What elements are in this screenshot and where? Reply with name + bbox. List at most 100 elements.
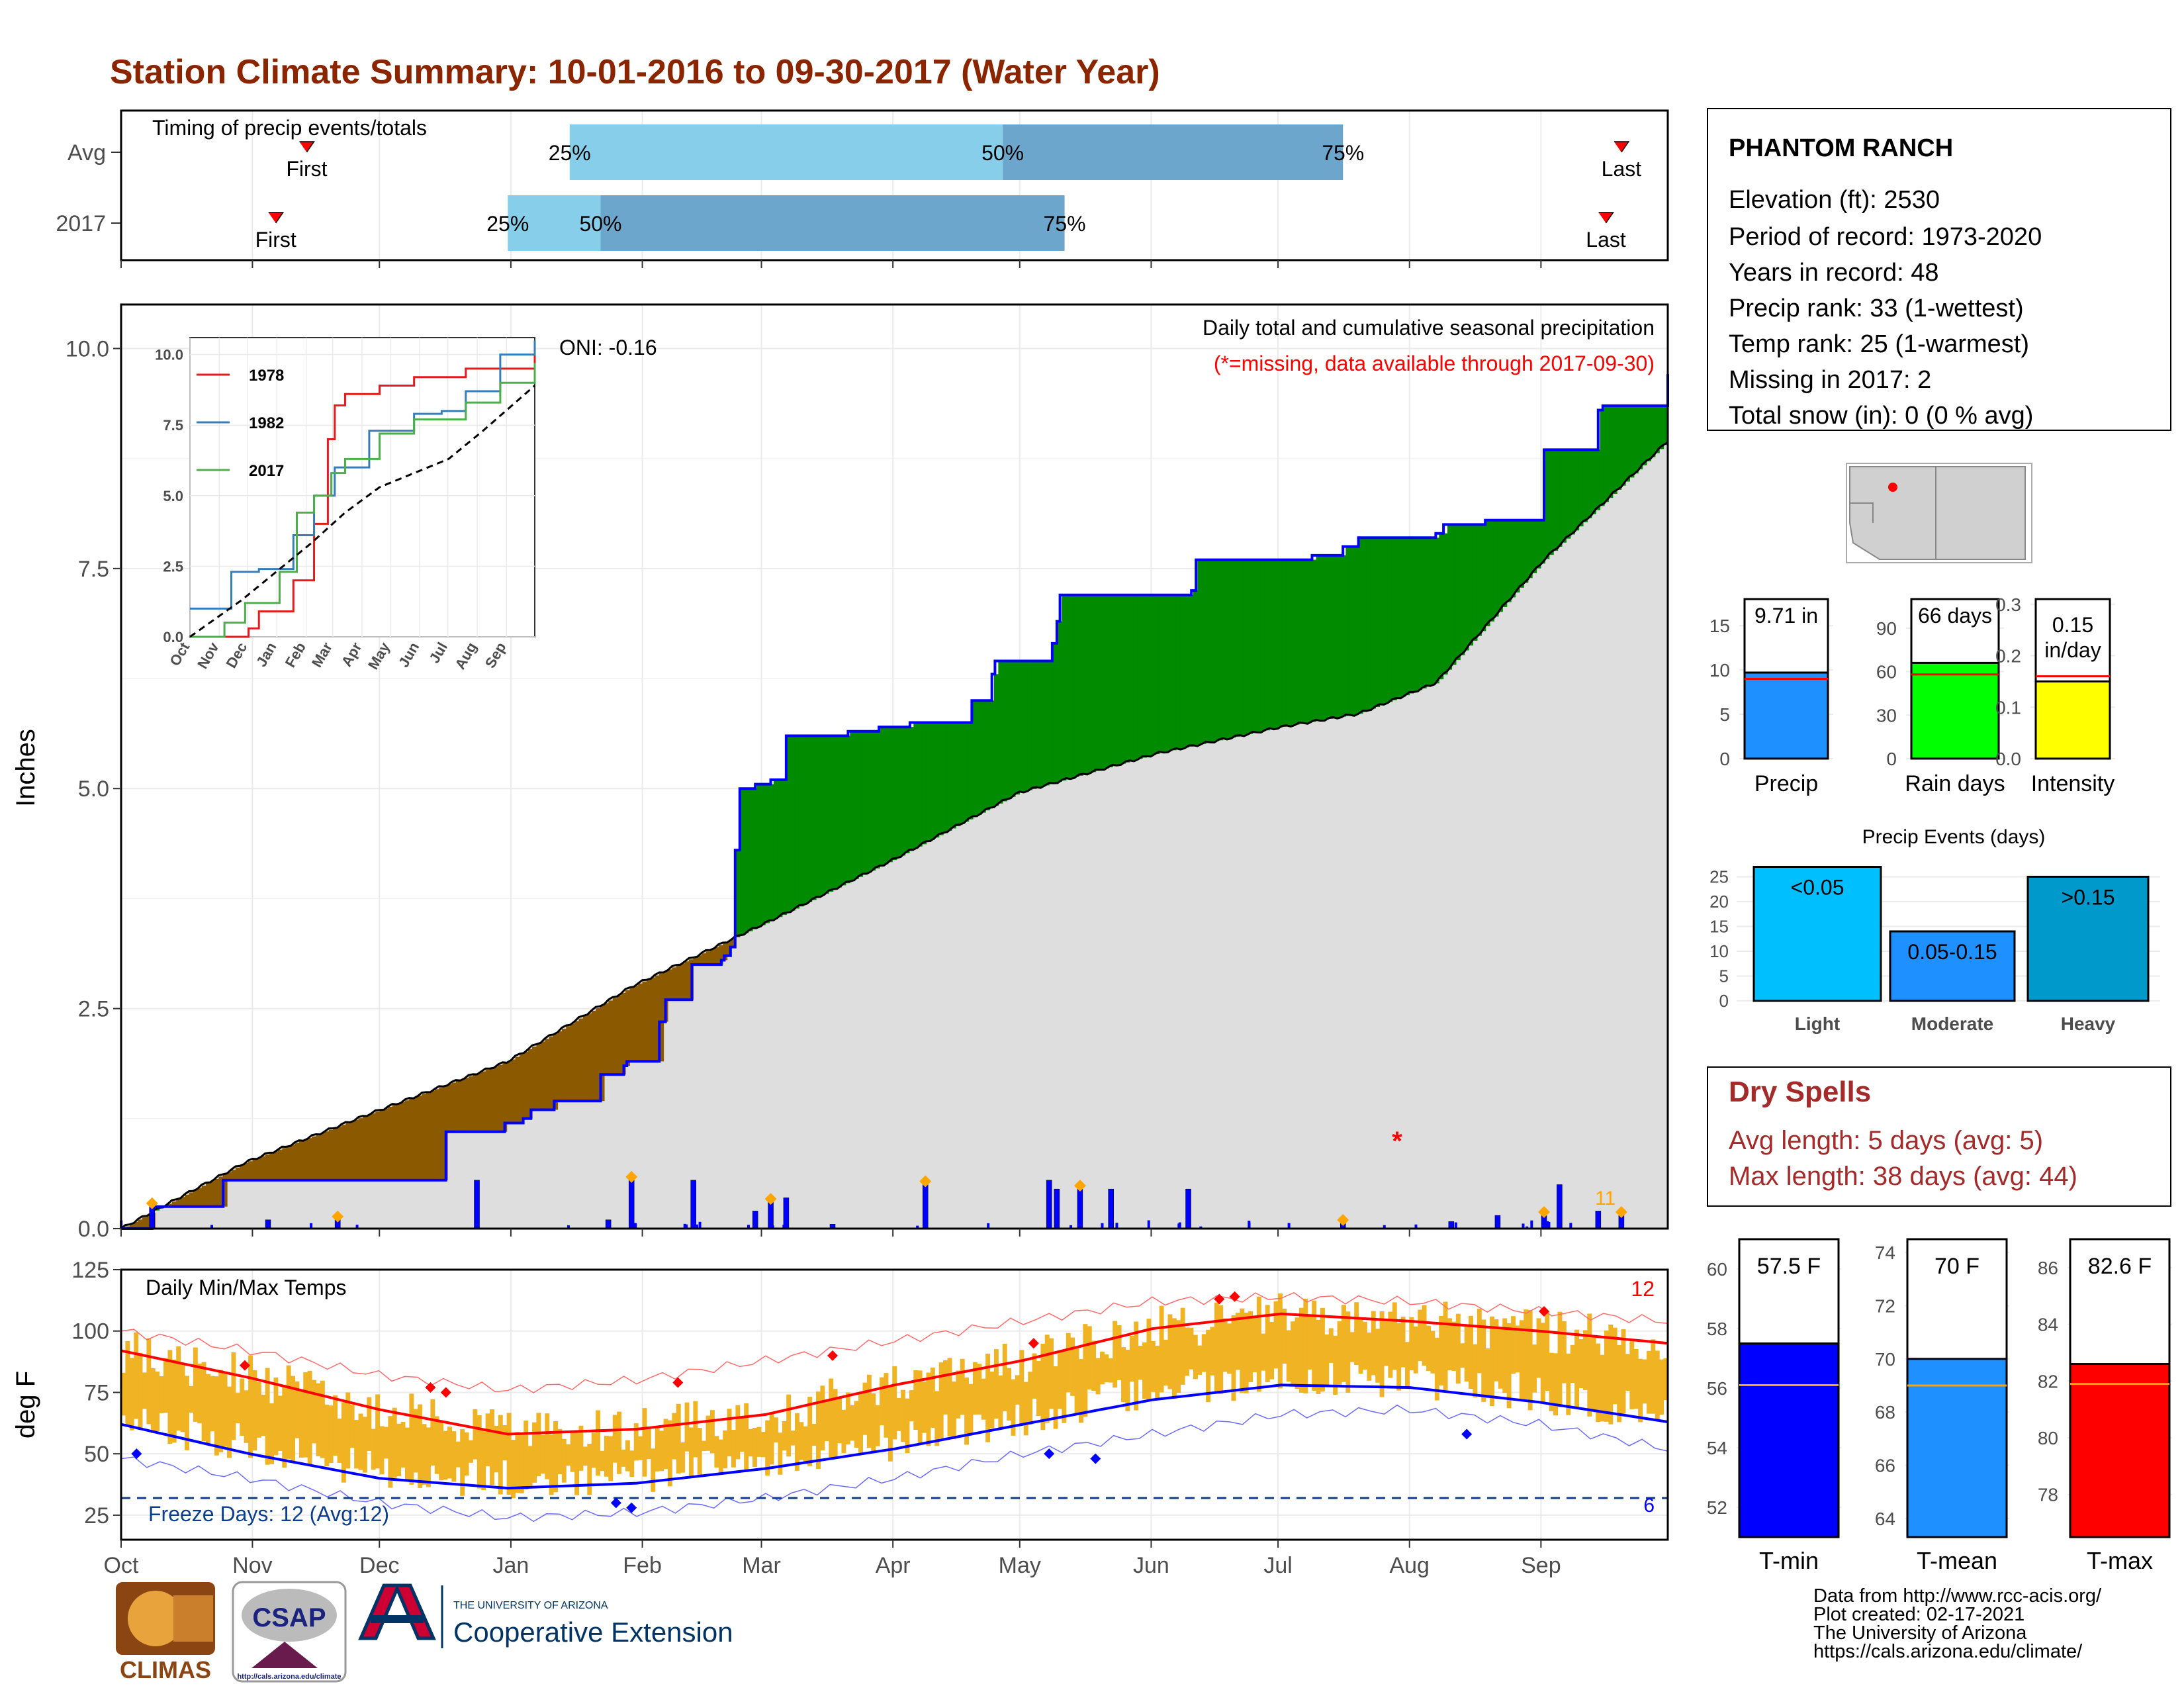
daily-temp-range-bar bbox=[1252, 1316, 1257, 1373]
daily-temp-range-bar bbox=[570, 1432, 575, 1472]
record-high-marker bbox=[440, 1387, 451, 1398]
daily-temp-range-bar bbox=[1485, 1348, 1490, 1399]
above-avg-fill bbox=[1091, 594, 1097, 773]
above-avg-fill bbox=[1062, 594, 1067, 781]
daily-temp-range-bar bbox=[265, 1368, 270, 1465]
daily-temp-range-bar bbox=[1540, 1323, 1545, 1403]
above-avg-fill bbox=[811, 735, 817, 900]
daily-temp-range-bar bbox=[460, 1429, 465, 1496]
above-avg-fill bbox=[816, 735, 821, 898]
daily-temp-range-bar bbox=[1015, 1375, 1020, 1405]
summary-tick-label: 90 bbox=[1876, 618, 1897, 639]
daily-temp-range-bar bbox=[218, 1370, 224, 1452]
daily-temp-range-bar bbox=[1524, 1309, 1529, 1399]
summary-bar-label: Precip bbox=[1754, 771, 1818, 796]
daily-temp-range-bar bbox=[214, 1376, 219, 1456]
above-avg-fill bbox=[795, 735, 800, 909]
daily-temp-range-bar bbox=[1125, 1349, 1130, 1411]
daily-temp-range-bar bbox=[617, 1411, 622, 1474]
above-avg-fill bbox=[1570, 449, 1575, 535]
daily-temp-range-bar bbox=[1163, 1339, 1168, 1386]
below-avg-fill bbox=[582, 1015, 588, 1102]
temp-summary-value-label: 82.6 F bbox=[2088, 1254, 2152, 1279]
above-avg-fill bbox=[1574, 449, 1580, 531]
above-avg-fill bbox=[1167, 594, 1173, 751]
timing-bar-50-75 bbox=[600, 195, 1065, 251]
daily-temp-range-bar bbox=[1291, 1321, 1296, 1386]
daily-temp-range-bar bbox=[829, 1378, 834, 1460]
daily-temp-range-bar bbox=[693, 1401, 698, 1458]
below-avg-fill bbox=[422, 1094, 427, 1180]
inset-series-line bbox=[189, 385, 535, 638]
above-avg-fill bbox=[1494, 520, 1499, 617]
daily-temp-range-bar bbox=[1388, 1311, 1393, 1378]
daily-temp-range-bar bbox=[295, 1381, 300, 1438]
daily-temp-range-bar bbox=[1604, 1331, 1609, 1422]
daily-temp-range-bar bbox=[1582, 1330, 1588, 1390]
above-avg-fill bbox=[1328, 555, 1334, 719]
inset-legend-label: 1982 bbox=[249, 414, 284, 432]
daily-temp-range-bar bbox=[866, 1374, 872, 1448]
below-avg-fill bbox=[502, 1063, 508, 1132]
temp-summary-tick-label: 58 bbox=[1707, 1319, 1727, 1339]
summary-bar-value bbox=[1743, 671, 1829, 760]
above-avg-fill bbox=[1363, 538, 1368, 712]
daily-temp-range-bar bbox=[1312, 1300, 1317, 1391]
above-avg-fill bbox=[1561, 449, 1567, 543]
above-avg-fill bbox=[981, 700, 986, 813]
precip-ytick-label: 0.0 bbox=[78, 1217, 109, 1242]
temp-summary-bar-value bbox=[2069, 1363, 2171, 1538]
summary-bar-panel: 0 5 10 15 9.71 in Precip bbox=[1709, 598, 1833, 796]
above-avg-fill bbox=[1587, 449, 1592, 518]
daily-temp-range-bar bbox=[1409, 1317, 1414, 1371]
station-line: Period of record: 1973-2020 bbox=[1729, 223, 2042, 251]
above-avg-fill bbox=[1481, 524, 1486, 632]
daily-temp-range-bar bbox=[426, 1427, 431, 1487]
daily-precip-bar bbox=[265, 1219, 271, 1229]
daily-precip-bar bbox=[987, 1223, 990, 1229]
above-avg-fill bbox=[1007, 661, 1012, 800]
daily-precip-bar bbox=[355, 1225, 359, 1229]
daily-temp-range-bar bbox=[371, 1429, 376, 1470]
below-avg-fill bbox=[549, 1036, 554, 1110]
above-avg-fill bbox=[778, 779, 783, 917]
above-avg-fill bbox=[1629, 405, 1635, 478]
above-avg-fill bbox=[887, 727, 893, 863]
above-avg-fill bbox=[1316, 555, 1321, 722]
daily-temp-range-bar bbox=[1608, 1324, 1614, 1425]
above-avg-fill bbox=[1011, 661, 1016, 797]
above-avg-fill bbox=[1600, 410, 1605, 506]
month-label: Sep bbox=[1521, 1553, 1561, 1578]
below-avg-fill bbox=[129, 1224, 134, 1229]
below-avg-fill bbox=[498, 1064, 503, 1132]
csap-logo-text: CSAP bbox=[252, 1603, 326, 1632]
above-avg-fill bbox=[1125, 594, 1130, 763]
temp-summary-bar-panel: 52 54 56 58 60 57.5 F T-min bbox=[1707, 1238, 1841, 1574]
daily-temp-range-bar bbox=[1269, 1322, 1275, 1380]
precip-ylabel: Inches bbox=[11, 729, 40, 807]
above-avg-fill bbox=[748, 788, 753, 931]
daily-temp-range-bar bbox=[1625, 1354, 1630, 1391]
daily-temp-range-bar bbox=[291, 1376, 296, 1463]
daily-temp-range-bar bbox=[129, 1358, 134, 1430]
daily-temp-range-bar bbox=[477, 1415, 482, 1489]
daily-temp-range-bar bbox=[1494, 1319, 1499, 1382]
above-avg-fill bbox=[854, 731, 859, 879]
daily-temp-range-bar bbox=[252, 1370, 257, 1451]
precip-panel-label: Daily total and cumulative seasonal prec… bbox=[1203, 316, 1655, 340]
inset-legend-label: 1978 bbox=[249, 367, 284, 385]
above-avg-fill bbox=[1028, 661, 1033, 790]
above-avg-fill bbox=[1490, 520, 1495, 622]
daily-temp-range-bar bbox=[307, 1370, 312, 1464]
daily-temp-range-bar bbox=[1100, 1351, 1105, 1385]
above-avg-fill bbox=[1023, 661, 1028, 792]
daily-temp-range-bar bbox=[1460, 1343, 1465, 1368]
above-avg-fill bbox=[1460, 524, 1465, 655]
footer-logos: CLIMAS CSAP http://cals.arizona.edu/clim… bbox=[116, 1581, 733, 1683]
inset-series-line bbox=[190, 363, 536, 638]
below-avg-fill bbox=[578, 1018, 584, 1102]
above-avg-fill bbox=[1058, 621, 1063, 782]
daily-temp-range-bar bbox=[1011, 1379, 1016, 1436]
above-avg-fill bbox=[917, 722, 923, 847]
daily-precip-bar bbox=[1547, 1222, 1551, 1229]
